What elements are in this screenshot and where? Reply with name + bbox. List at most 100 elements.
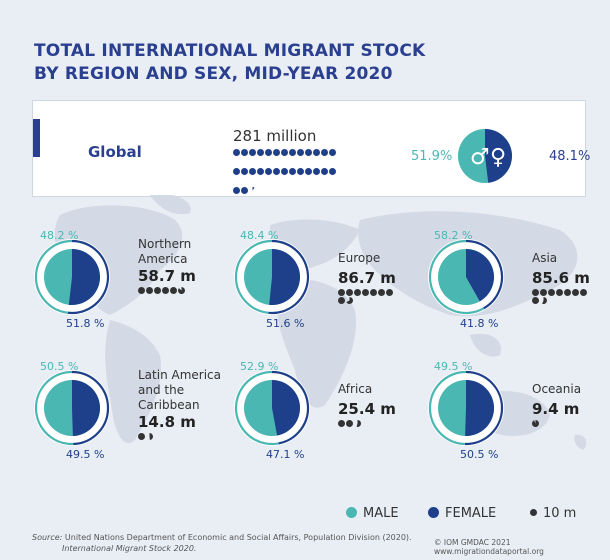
- region-oceania: 49.5 % 50.5 % Oceania 9.4 m: [426, 360, 581, 468]
- region-oceania-total: 9.4 m: [532, 400, 580, 418]
- global-dot: [249, 168, 256, 175]
- region-europe-male-ring: [234, 239, 273, 314]
- global-dot: [241, 168, 248, 175]
- credit-note: © IOM GMDAC 2021 www.migrationdataportal…: [434, 538, 544, 556]
- region-europe-dot-array: [338, 289, 398, 305]
- global-dot: [281, 149, 288, 156]
- region-europe-dot: [378, 289, 385, 296]
- global-dot: [265, 149, 272, 156]
- global-dot: [321, 149, 328, 156]
- region-latin-america-and-the-caribbean-name-line: Latin America: [138, 368, 221, 382]
- global-dot: [233, 168, 240, 175]
- female-symbol-icon: ♀: [490, 145, 506, 170]
- region-oceania-dot-array: [532, 420, 592, 428]
- region-northern-america-dot: [154, 287, 161, 294]
- global-dot: [289, 168, 296, 175]
- legend-female-label: FEMALE: [445, 506, 497, 521]
- region-latin-america-and-the-caribbean-male-ring: [34, 370, 74, 446]
- global-female-pct: 48.1%: [549, 149, 591, 164]
- global-label: Global: [88, 143, 142, 161]
- region-africa-donut: [234, 370, 310, 446]
- title-line-2: BY REGION AND SEX, MID-YEAR 2020: [34, 64, 393, 84]
- chart-title: TOTAL INTERNATIONAL MIGRANT STOCK BY REG…: [34, 40, 425, 86]
- region-europe-name: Europe: [338, 251, 380, 266]
- region-asia-male-ring: [428, 239, 485, 315]
- region-europe-male-pct: 48.4 %: [240, 229, 279, 242]
- global-total: 281 million: [233, 127, 317, 145]
- region-oceania-partial-dot: [532, 420, 539, 427]
- source-note: Source: United Nations Department of Eco…: [32, 532, 412, 554]
- region-asia-dot-array: [532, 289, 592, 305]
- legend-female: FEMALE: [428, 506, 496, 521]
- region-latin-america-and-the-caribbean-total: 14.8 m: [138, 413, 196, 431]
- region-oceania-female-pct: 50.5 %: [460, 448, 499, 461]
- region-latin-america-and-the-caribbean-female-pct: 49.5 %: [66, 448, 105, 461]
- global-dot: [241, 187, 248, 194]
- region-northern-america-name-line: Northern: [138, 237, 192, 251]
- region-europe-dot: [370, 289, 377, 296]
- male-swatch: [346, 507, 357, 518]
- region-africa-partial-dot: [356, 420, 361, 427]
- region-europe-dot: [354, 289, 361, 296]
- global-dot: [273, 149, 280, 156]
- region-africa-female-ring: [271, 370, 310, 445]
- region-latin-america-and-the-caribbean-partial-dot: [149, 433, 153, 440]
- region-asia: 58.2 % 41.8 % Asia 85.6 m: [426, 229, 590, 337]
- region-oceania-male-ring: [428, 370, 467, 446]
- region-africa-dot-array: [338, 420, 398, 428]
- region-asia-female-pct: 41.8 %: [460, 317, 499, 330]
- legend-dot: 10 m: [530, 506, 576, 521]
- region-latin-america-and-the-caribbean-name: Latin America and the Caribbean: [138, 368, 221, 413]
- region-europe-dot: [346, 289, 353, 296]
- global-dot: [233, 149, 240, 156]
- region-asia-dot: [564, 289, 571, 296]
- global-dot: [297, 168, 304, 175]
- region-northern-america-female-pct: 51.8 %: [66, 317, 105, 330]
- global-dot: [329, 149, 336, 156]
- region-asia-dot: [548, 289, 555, 296]
- region-europe-female-ring: [268, 239, 310, 315]
- male-symbol-icon: ♂: [470, 145, 490, 170]
- region-europe-female-slice: [269, 249, 300, 305]
- global-female-slice: [485, 129, 512, 183]
- region-northern-america-dot: [146, 287, 153, 294]
- region-latin-america-and-the-caribbean-male-pct: 50.5 %: [40, 360, 79, 373]
- region-asia-donut: [428, 239, 504, 315]
- region-asia-total: 85.6 m: [532, 269, 590, 287]
- region-asia-dot: [580, 289, 587, 296]
- region-africa-male-ring: [234, 370, 279, 446]
- region-northern-america-total: 58.7 m: [138, 267, 196, 285]
- region-northern-america-dot: [162, 287, 169, 294]
- region-latin-america-and-the-caribbean-dot: [138, 433, 145, 440]
- region-europe-female-pct: 51.6 %: [266, 317, 305, 330]
- legend-male: MALE: [346, 506, 399, 521]
- source-line-2: International Migrant Stock 2020.: [62, 544, 197, 553]
- global-dot: [257, 168, 264, 175]
- region-northern-america-dot: [138, 287, 145, 294]
- global-dot: [321, 168, 328, 175]
- region-latin-america-and-the-caribbean: 50.5 % 49.5 % Latin America and the Caribbea…: [32, 360, 221, 468]
- region-europe-partial-dot: [346, 297, 353, 304]
- region-northern-america-male-ring: [34, 239, 73, 314]
- region-africa: 52.9 % 47.1 % Africa 25.4 m: [232, 360, 396, 468]
- region-asia-dot: [540, 289, 547, 296]
- global-dot: [249, 149, 256, 156]
- female-swatch: [428, 507, 439, 518]
- region-europe-donut: [234, 239, 310, 315]
- region-northern-america-female-slice: [68, 249, 100, 305]
- region-latin-america-and-the-caribbean-dot-array: [138, 433, 198, 441]
- title-line-1: TOTAL INTERNATIONAL MIGRANT STOCK: [34, 41, 426, 61]
- region-oceania-name-line: Oceania: [532, 382, 582, 396]
- legend-dot-label: 10 m: [543, 506, 577, 521]
- region-northern-america: 48.2 % 51.8 % Northern America 58.7 m: [32, 229, 196, 337]
- region-asia-male-pct: 58.2 %: [434, 229, 473, 242]
- global-male-pct: 51.9%: [411, 149, 453, 164]
- global-partial-dot: [252, 187, 255, 191]
- region-northern-america-name-line: America: [138, 252, 188, 266]
- region-northern-america-male-pct: 48.2 %: [40, 229, 79, 242]
- region-africa-dot: [346, 420, 353, 427]
- global-panel: Global 281 million 51.9% ♂ ♀ 48.1%: [32, 100, 590, 197]
- source-line-1: United Nations Department of Economic an…: [64, 533, 412, 542]
- region-africa-name: Africa: [338, 382, 372, 397]
- region-europe-total: 86.7 m: [338, 269, 396, 287]
